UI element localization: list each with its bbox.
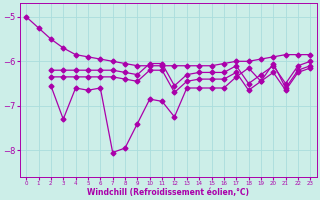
X-axis label: Windchill (Refroidissement éolien,°C): Windchill (Refroidissement éolien,°C) bbox=[87, 188, 249, 197]
